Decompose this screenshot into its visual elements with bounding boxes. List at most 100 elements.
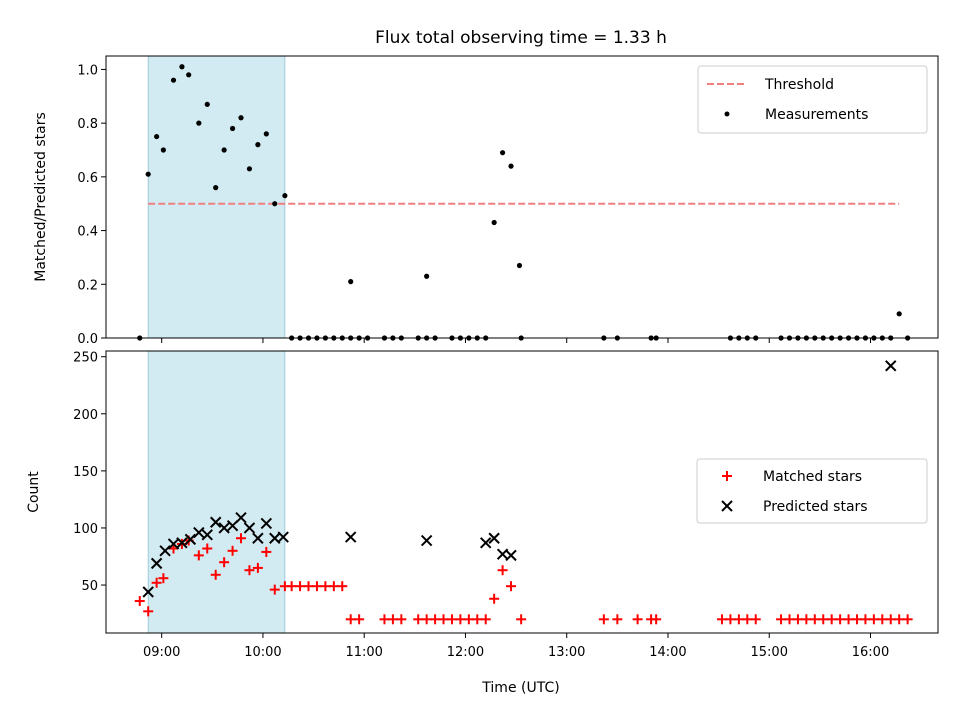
measurement-point — [196, 120, 202, 126]
top-y-tick-label: 0.0 — [77, 332, 98, 347]
measurement-point — [221, 147, 227, 153]
measurement-point — [145, 171, 151, 177]
matched-star-point — [286, 581, 297, 592]
measurement-point — [896, 311, 902, 317]
legend-measurements-swatch — [724, 111, 730, 117]
bottom-x-tick-label: 10:00 — [244, 645, 281, 660]
matched-star-point — [438, 614, 449, 625]
top-plot-y-axis: 0.0 0.2 0.4 0.6 0.8 1.0 — [77, 63, 106, 347]
measurement-point — [213, 185, 219, 191]
bottom-plot-panel: 50 100 150 200 250 09:00 10:00 11:00 12:00 13:00… — [26, 350, 939, 696]
bottom-plot-legend: Matched stars Predicted stars — [696, 458, 928, 524]
bottom-y-tick-label: 250 — [73, 351, 98, 366]
predicted-star-point — [277, 531, 289, 543]
predicted-star-point — [260, 517, 273, 530]
matched-star-point — [733, 614, 744, 625]
matched-star-point — [750, 614, 761, 625]
bottom-plot-marks — [134, 360, 913, 625]
predicted-star-point — [344, 531, 357, 543]
measurement-point — [160, 147, 166, 153]
predicted-star-point — [150, 557, 163, 570]
legend-matched-swatch — [722, 471, 732, 481]
matched-star-point — [193, 550, 204, 561]
matched-star-point — [345, 614, 356, 625]
matched-star-point — [742, 614, 753, 625]
matched-star-point — [134, 596, 145, 607]
matched-star-point — [480, 614, 491, 625]
bottom-x-tick-label: 16:00 — [852, 645, 889, 660]
predicted-star-point — [480, 537, 492, 549]
matched-star-point — [894, 614, 905, 625]
top-y-tick-label: 0.8 — [77, 117, 98, 132]
legend-measurements-label: Measurements — [765, 107, 868, 123]
legend-predicted-label: Predicted stars — [763, 499, 868, 515]
measurement-point — [348, 279, 354, 285]
bottom-x-tick-label: 12:00 — [447, 645, 484, 660]
matched-star-point — [784, 614, 795, 625]
matched-star-point — [716, 614, 727, 625]
matched-star-point — [337, 581, 348, 592]
legend-predicted-swatch — [721, 500, 733, 512]
predicted-star-point — [184, 533, 197, 546]
matched-star-point — [801, 614, 812, 625]
matched-star-point — [497, 565, 508, 576]
matched-star-point — [877, 614, 888, 625]
bottom-legend-box — [696, 458, 928, 524]
measurement-point — [179, 64, 185, 70]
top-plot-frame — [105, 55, 939, 339]
measurement-point — [491, 219, 497, 226]
matched-star-point — [387, 614, 398, 625]
top-y-tick-label: 0.6 — [77, 171, 98, 186]
bottom-x-tick-label: 09:00 — [143, 645, 180, 660]
matched-star-point — [792, 614, 803, 625]
predicted-star-point — [235, 511, 247, 524]
predicted-star-point — [209, 516, 222, 528]
predicted-star-point — [193, 526, 205, 539]
bottom-x-tick-label: 11:00 — [345, 645, 382, 660]
bottom-y-tick-label: 100 — [73, 522, 98, 537]
measurement-point — [170, 77, 177, 83]
matched-star-point — [244, 565, 255, 576]
top-plot-x-ticks — [161, 338, 871, 343]
measurement-point — [204, 101, 210, 107]
matched-star-point — [295, 581, 306, 592]
matched-star-point — [902, 614, 913, 625]
matched-star-point — [506, 581, 517, 592]
predicted-star-point — [201, 529, 213, 541]
measurement-point — [424, 273, 430, 279]
bottom-plot-y-axis: 50 100 150 200 250 — [73, 351, 106, 594]
matched-star-point — [818, 614, 829, 625]
matched-star-point — [651, 614, 662, 625]
matched-star-point — [725, 614, 736, 625]
predicted-star-point — [176, 537, 188, 549]
measurement-point — [508, 163, 514, 169]
matched-star-point — [210, 569, 221, 580]
top-y-tick-label: 0.4 — [77, 225, 98, 240]
matched-star-point — [303, 581, 314, 592]
top-observing-interval-shade — [147, 55, 286, 339]
matched-star-point — [236, 533, 247, 544]
top-y-tick-label: 1.0 — [77, 63, 98, 78]
bottom-plot-y-axis-label: Count — [26, 471, 42, 513]
bottom-x-tick-label: 13:00 — [548, 645, 585, 660]
matched-star-point — [843, 614, 854, 625]
matched-star-point — [851, 614, 862, 625]
matched-star-point — [151, 577, 162, 588]
predicted-star-point — [252, 532, 264, 544]
measurement-point — [282, 193, 288, 199]
measurement-point — [186, 72, 192, 78]
top-plot-panel: 0.0 0.2 0.4 0.6 0.8 1.0 Matched/Predicted sta… — [33, 55, 939, 347]
matched-star-point — [612, 614, 623, 625]
matched-star-point — [158, 573, 169, 584]
legend-threshold-label: Threshold — [764, 77, 834, 93]
matched-star-point — [446, 614, 457, 625]
predicted-star-point — [218, 522, 230, 534]
matched-star-point — [516, 614, 527, 625]
matched-star-point — [463, 614, 474, 625]
top-plot-legend: Threshold Measurements — [697, 65, 928, 134]
matched-star-point — [311, 581, 322, 592]
matched-star-point — [835, 614, 846, 625]
matched-star-point — [328, 581, 339, 592]
matched-star-point — [885, 614, 896, 625]
